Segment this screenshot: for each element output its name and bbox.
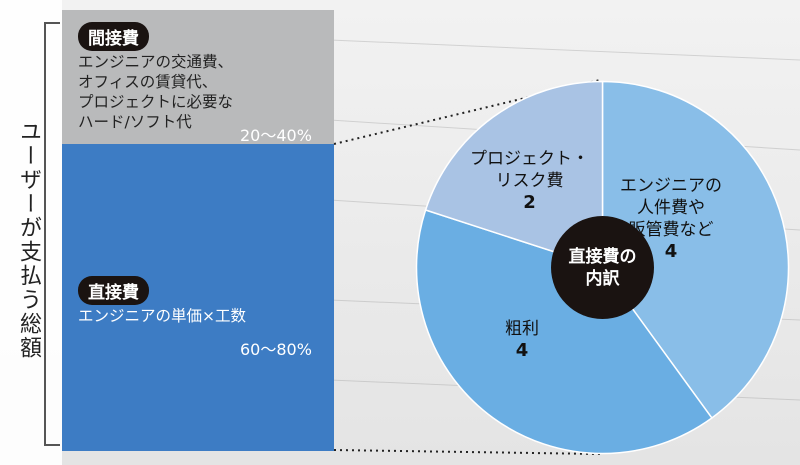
pie-label-line: 粗利 (505, 319, 539, 339)
indirect-description-line: オフィスの賃貸代、 (78, 73, 218, 91)
indirect-description-line: ハード/ソフト代 (78, 113, 192, 131)
pie-label-line: エンジニアの (620, 176, 722, 196)
indirect-badge: 間接費 (78, 22, 149, 51)
pie-center-line: 直接費の (568, 246, 637, 267)
pie-label-line: リスク費 (495, 171, 564, 191)
y-axis-label: ユーザーが支払う総額 (16, 120, 41, 360)
direct-percent: 60〜80% (240, 340, 312, 359)
direct-badge: 直接費 (78, 276, 149, 305)
pie-slice-personnel (601, 80, 790, 420)
pie-label-line: 人件費や (637, 198, 705, 218)
pie-center-label: 直接費の 内訳 (551, 216, 654, 319)
pie-value-personnel: 4 (664, 241, 678, 262)
indirect-description: エンジニアの交通費、 オフィスの賃貸代、 プロジェクトに必要な ハード/ソフト代 (78, 52, 233, 132)
y-axis-panel: ユーザーが支払う総額 (0, 0, 62, 465)
pie-svg (415, 80, 790, 455)
pie-slice-profit (415, 209, 713, 455)
pie-chart: エンジニアの 人件費や 販管費など 4 粗利 4 プロジェクト・ リスク費 2 … (415, 80, 790, 455)
pie-value-profit: 4 (515, 340, 529, 361)
pie-label-line: プロジェクト・ (470, 149, 589, 169)
direct-description-line: エンジニアの単価×工数 (78, 307, 246, 325)
pie-label-line: 販管費など (628, 220, 714, 240)
pie-label-profit: 粗利 4 (505, 318, 539, 362)
pie-label-personnel: エンジニアの 人件費や 販管費など 4 (620, 175, 722, 263)
indirect-percent: 20〜40% (240, 126, 312, 145)
pie-value-risk: 2 (523, 192, 536, 213)
indirect-description-line: エンジニアの交通費、 (78, 53, 234, 71)
direct-description: エンジニアの単価×工数 (78, 306, 246, 326)
indirect-description-line: プロジェクトに必要な (78, 93, 234, 111)
pie-label-risk: プロジェクト・ リスク費 2 (470, 148, 589, 214)
connector-bottom (333, 449, 601, 455)
pie-center-line: 内訳 (585, 268, 620, 289)
pie-slice-risk (424, 80, 604, 269)
y-axis-bracket (44, 22, 60, 446)
